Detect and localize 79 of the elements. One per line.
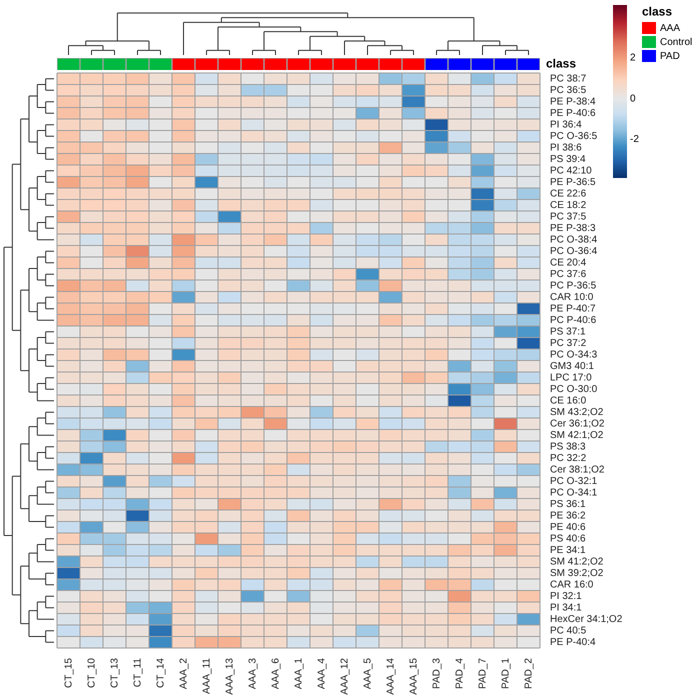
y-tick-label: CE 16:0	[550, 396, 587, 406]
y-tick-label: PC O-30:0	[550, 384, 598, 395]
x-tick-label: PAD_1	[500, 658, 512, 689]
y-tick-label: CE 22:6	[550, 188, 587, 200]
y-tick-label: PC P-36:5	[550, 280, 597, 292]
y-tick-label: PI 32:1	[550, 591, 582, 602]
x-tick-label: CT_14	[155, 658, 166, 688]
x-tick-label: AAA_6	[270, 658, 282, 690]
y-tick-label: GM3 40:1	[550, 361, 594, 372]
x-tick-label: PAD_2	[523, 658, 534, 689]
y-tick-label: PC 37:6	[550, 269, 587, 280]
x-tick-label: AAA_12	[339, 658, 350, 695]
y-tick-label: PE P-40:6	[550, 108, 596, 119]
legend-label: AAA	[660, 22, 680, 34]
x-tick-label: AAA_5	[362, 658, 374, 690]
y-tick-label: PC 36:5	[550, 85, 587, 96]
y-tick-label: PI 34:1	[550, 602, 582, 614]
y-tick-label: PS 38:3	[550, 442, 586, 452]
x-tick-label: AAA_2	[178, 658, 190, 690]
y-tick-label: PC 37:5	[550, 212, 587, 222]
y-tick-label: SM 42:1;O2	[550, 430, 604, 441]
x-tick-label: CT_15	[63, 658, 74, 688]
y-tick-label: PE P-36:5	[550, 177, 596, 188]
y-tick-label: PC 38:7	[550, 74, 587, 84]
y-tick-label: PI 36:4	[550, 120, 582, 130]
y-tick-label: PC O-34:3	[550, 350, 598, 360]
y-tick-label: PE P-38:4	[550, 96, 596, 108]
x-tick-label: AAA_11	[201, 658, 212, 694]
y-tick-label: CE 18:2	[550, 200, 587, 211]
y-tick-label: PS 37:1	[550, 326, 586, 338]
y-tick-label: PC 37:2	[550, 338, 587, 349]
x-tick-label: AAA_15	[408, 658, 420, 695]
y-tick-label: PI 38:6	[550, 142, 582, 154]
y-tick-label: CAR 16:0	[550, 580, 594, 590]
x-tick-label: AAA_13	[224, 658, 236, 695]
y-tick-label: Cer 36:1;O2	[550, 418, 605, 430]
y-tick-label: PC O-32:1	[550, 476, 598, 487]
x-tick-label: CT_11	[132, 658, 144, 688]
y-tick-label: PE P-40:7	[550, 304, 596, 314]
y-tick-label: PC 42:10	[550, 166, 592, 176]
x-tick-label: AAA_14	[385, 658, 396, 695]
x-tick-label: CT_13	[109, 658, 120, 688]
y-tick-label: PC 32:2	[550, 453, 587, 464]
y-tick-label: PC P-40:6	[550, 315, 597, 326]
y-tick-label: PE P-38:3	[550, 223, 596, 234]
color-bar-label: 0	[630, 93, 636, 104]
y-tick-label: PS 39:4	[550, 154, 586, 165]
y-tick-label: Cer 38:1;O2	[550, 464, 605, 476]
legend-label: PAD	[660, 50, 680, 62]
y-tick-label: PE 40:6	[550, 522, 586, 533]
y-tick-label: PC O-36:4	[550, 246, 598, 257]
x-tick-label: PAD_7	[477, 658, 488, 689]
y-axis-title: class	[546, 56, 576, 70]
y-tick-label: PS 40:6	[550, 534, 586, 544]
x-tick-label: AAA_3	[247, 658, 258, 690]
x-tick-label: PAD_3	[431, 658, 442, 689]
x-tick-label: PAD_4	[454, 658, 466, 689]
y-tick-label: PC O-38:4	[550, 234, 598, 246]
y-tick-label: CAR 10:0	[550, 292, 594, 303]
y-tick-label: SM 39:2;O2	[550, 568, 604, 579]
y-tick-label: PC O-34:1	[550, 488, 598, 498]
y-tick-label: HexCer 34:1;O2	[550, 614, 623, 625]
color-bar-label: -2	[630, 134, 640, 146]
y-tick-label: PC 40:5	[550, 626, 587, 636]
y-tick-label: PS 36:1	[550, 499, 586, 510]
y-tick-label: SM 41:2;O2	[550, 556, 604, 568]
color-bar-label: 2	[630, 52, 636, 64]
y-tick-label: PE 36:2	[550, 510, 586, 522]
y-tick-label: LPC 17:0	[550, 372, 592, 384]
y-tick-label: SM 43:2;O2	[550, 407, 604, 418]
x-tick-label: CT_10	[86, 658, 98, 688]
x-tick-label: AAA_1	[293, 658, 304, 690]
y-tick-label: PE P-40:4	[550, 637, 596, 648]
legend-title: class	[642, 4, 672, 18]
y-tick-label: PE 34:1	[550, 545, 586, 556]
x-tick-label: AAA_4	[316, 658, 328, 690]
y-tick-label: PC O-36:5	[550, 131, 598, 142]
legend-label: Control	[660, 36, 692, 48]
y-tick-label: CE 20:4	[550, 258, 587, 268]
